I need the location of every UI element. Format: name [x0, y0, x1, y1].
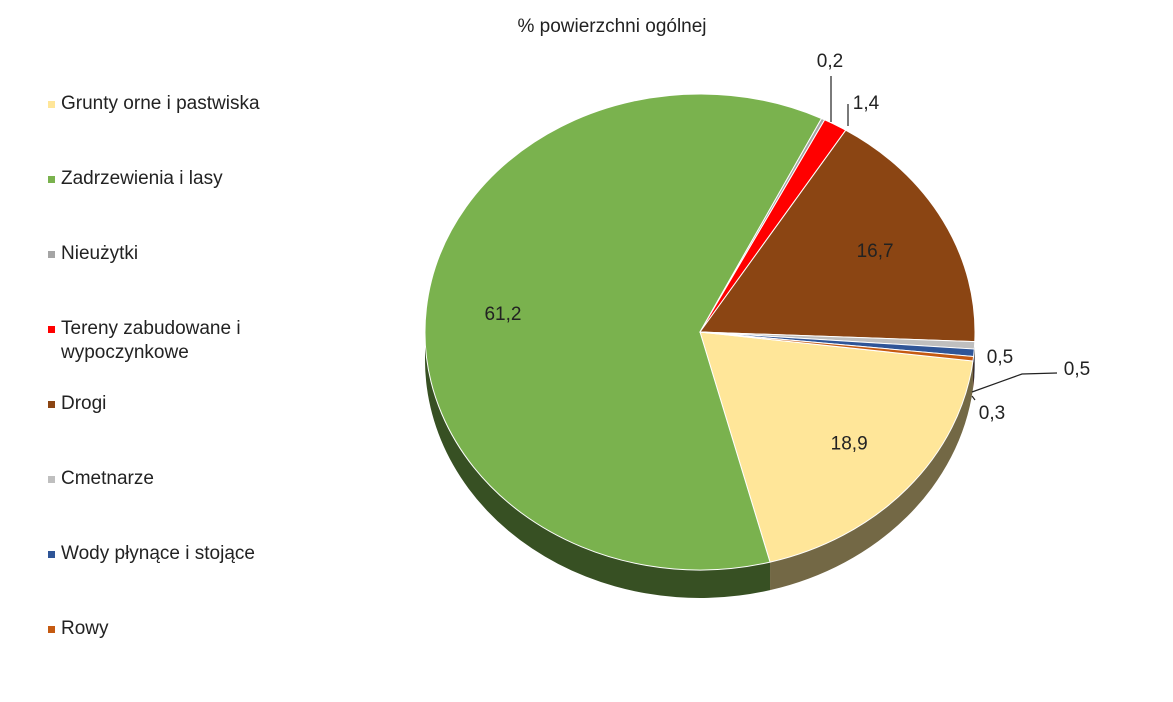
data-label: 0,2 [817, 51, 843, 72]
chart-title: % powierzchni ogólnej [517, 16, 706, 37]
data-label: 16,7 [857, 241, 894, 262]
legend-swatch [48, 626, 55, 633]
legend-item: Nieużytki [48, 242, 138, 266]
legend-swatch [48, 251, 55, 258]
leader-line [971, 395, 976, 401]
legend-label: Rowy [61, 618, 109, 639]
data-label: 18,9 [831, 434, 868, 455]
data-label: 0,3 [979, 403, 1005, 424]
pie-slice [699, 331, 975, 362]
legend-label: Nieużytki [61, 243, 139, 264]
legend-label: Drogi [61, 393, 107, 414]
legend-swatch [48, 176, 55, 183]
legend-swatch [48, 101, 55, 108]
legend-swatch [48, 401, 55, 408]
pie-slice [699, 331, 974, 563]
legend-label: Tereny zabudowane i wypoczynkowe [61, 318, 241, 363]
legend-item: Wody płynące i stojące [48, 542, 255, 566]
pie-slice [424, 93, 823, 571]
legend-label: Wody płynące i stojące [61, 543, 255, 564]
legend-label: Zadrzewienia i lasy [61, 168, 223, 189]
legend-item: Tereny zabudowane i wypoczynkowe [48, 317, 308, 365]
pie-side [770, 361, 973, 591]
legend-swatch [48, 476, 55, 483]
legend-swatch [48, 326, 55, 333]
leader-line [971, 372, 1058, 393]
legend-label: Cmetnarze [61, 468, 154, 489]
legend-item: Drogi [48, 392, 106, 416]
pie-side [425, 332, 771, 599]
data-label: 0,5 [1064, 359, 1090, 380]
legend-item: Cmetnarze [48, 467, 154, 491]
data-label: 1,4 [853, 93, 880, 114]
data-label: 0,5 [987, 347, 1013, 368]
legend-swatch [48, 551, 55, 558]
legend-label: Grunty orne i pastwiska [61, 93, 260, 114]
legend-item: Zadrzewienia i lasy [48, 167, 223, 191]
pie-slice [699, 129, 976, 343]
legend-item: Grunty orne i pastwiska [48, 92, 260, 116]
pie-side [972, 356, 974, 390]
data-label: 61,2 [484, 304, 521, 325]
legend-item: Rowy [48, 617, 109, 641]
